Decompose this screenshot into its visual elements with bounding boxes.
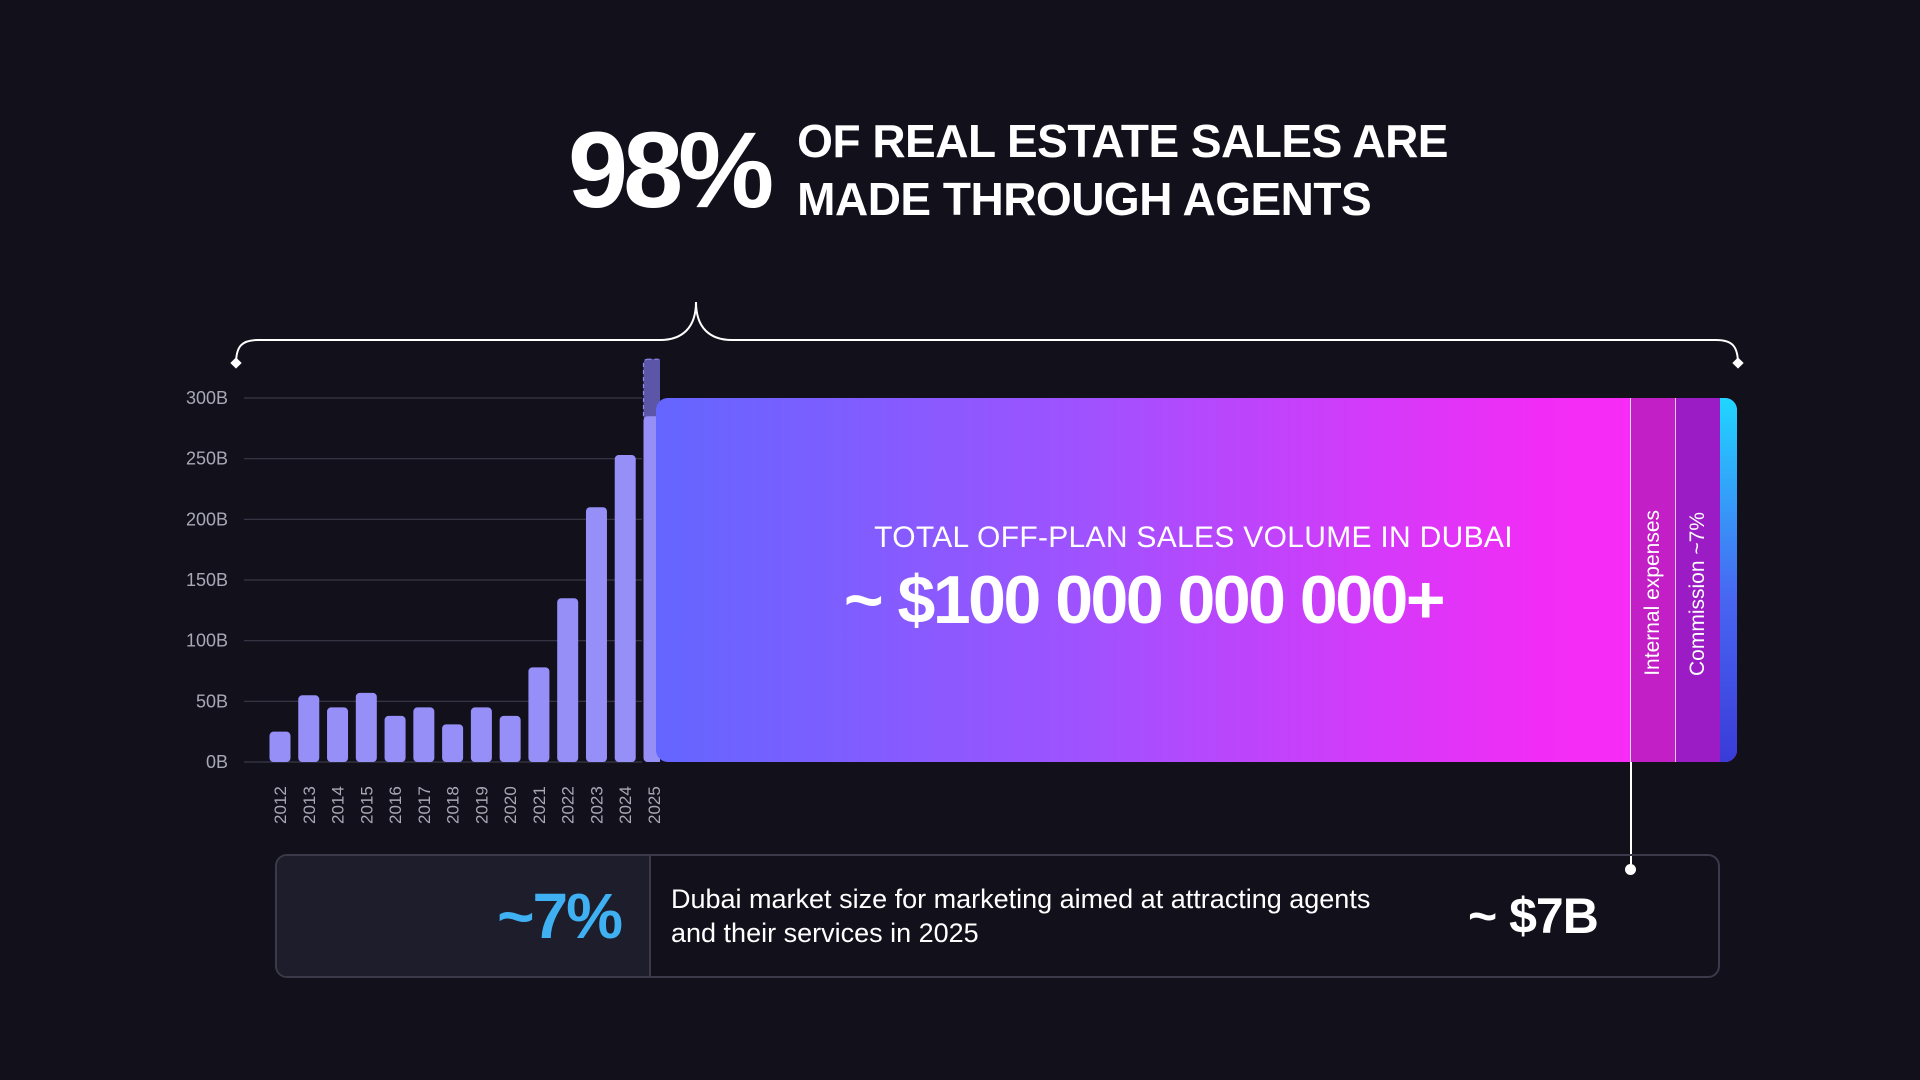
- x-tick-label: 2022: [559, 786, 578, 824]
- y-tick-label: 250B: [186, 449, 228, 469]
- y-tick-label: 200B: [186, 509, 228, 529]
- bar-2021: [528, 667, 550, 762]
- y-tick-label: 300B: [186, 388, 228, 408]
- bar-2013: [298, 695, 320, 762]
- y-tick-label: 50B: [196, 691, 228, 711]
- y-tick-label: 100B: [186, 631, 228, 651]
- sales-bar-chart: 0B 50B 100B 150B 200B 250B 300B 2012 2013 2014 201…: [186, 358, 660, 824]
- headline-line-1: OF REAL ESTATE SALES ARE: [797, 115, 1448, 167]
- x-tick-label: 2025: [645, 786, 660, 824]
- x-tick-label: 2024: [616, 786, 635, 824]
- market-description: Dubai market size for marketing aimed at…: [651, 856, 1468, 976]
- x-tick-label: 2014: [329, 786, 348, 824]
- edge-strip: [1720, 398, 1737, 762]
- bar-2016: [384, 715, 406, 762]
- y-tick-label: 0B: [206, 752, 228, 772]
- bar-2024: [614, 455, 636, 762]
- bar-2020: [499, 715, 521, 762]
- market-desc-line-2: and their services in 2025: [671, 918, 979, 948]
- x-tick-label: 2015: [357, 786, 376, 824]
- headline-line-2: MADE THROUGH AGENTS: [797, 173, 1372, 225]
- x-tick-label: 2013: [300, 786, 319, 824]
- bar-2015: [355, 692, 377, 762]
- internal-expenses-label: Internal expenses: [1641, 510, 1664, 676]
- bar-2017: [413, 707, 435, 762]
- x-tick-label: 2012: [271, 786, 290, 824]
- headline: 98% OF REAL ESTATE SALES ARE MADE THROUG…: [568, 112, 1448, 228]
- x-tick-label: 2021: [530, 786, 549, 824]
- market-amount: ~ $7B: [1468, 888, 1599, 944]
- x-tick-label: 2023: [587, 786, 606, 824]
- market-percent-cell: ~7%: [277, 856, 651, 976]
- bar-2023: [585, 507, 607, 762]
- commission-column: Commission ~7%: [1676, 398, 1720, 762]
- headline-caption: OF REAL ESTATE SALES ARE MADE THROUGH AG…: [797, 112, 1448, 228]
- x-tick-label: 2016: [386, 786, 405, 824]
- volume-center: TOTAL OFF-PLAN SALES VOLUME IN DUBAI ~ $…: [656, 398, 1631, 762]
- y-tick-label: 150B: [186, 570, 228, 590]
- commission-label: Commission ~7%: [1686, 512, 1709, 676]
- bar-2025: [643, 416, 660, 762]
- bar-2014: [327, 707, 349, 762]
- bar-2022: [557, 598, 579, 762]
- market-size-panel: ~7% Dubai market size for marketing aime…: [275, 854, 1720, 978]
- connector-dot: [1625, 864, 1636, 875]
- x-tick-label: 2020: [501, 786, 520, 824]
- headline-percent: 98%: [568, 109, 774, 230]
- internal-expenses-column: Internal expenses: [1630, 398, 1676, 762]
- x-tick-label: 2019: [472, 786, 491, 824]
- market-desc-line-1: Dubai market size for marketing aimed at…: [671, 884, 1371, 914]
- x-tick-label: 2018: [444, 786, 463, 824]
- connector-line: [1630, 762, 1632, 866]
- bar-2018: [442, 724, 464, 762]
- market-percent: ~7%: [497, 880, 623, 952]
- bar-2019: [470, 707, 492, 762]
- volume-value: ~ $100 000 000 000+: [843, 562, 1446, 638]
- bar-2012: [269, 731, 291, 762]
- offplan-volume-panel: TOTAL OFF-PLAN SALES VOLUME IN DUBAI ~ $…: [656, 398, 1737, 762]
- x-tick-label: 2017: [415, 786, 434, 824]
- volume-label: TOTAL OFF-PLAN SALES VOLUME IN DUBAI: [874, 521, 1513, 554]
